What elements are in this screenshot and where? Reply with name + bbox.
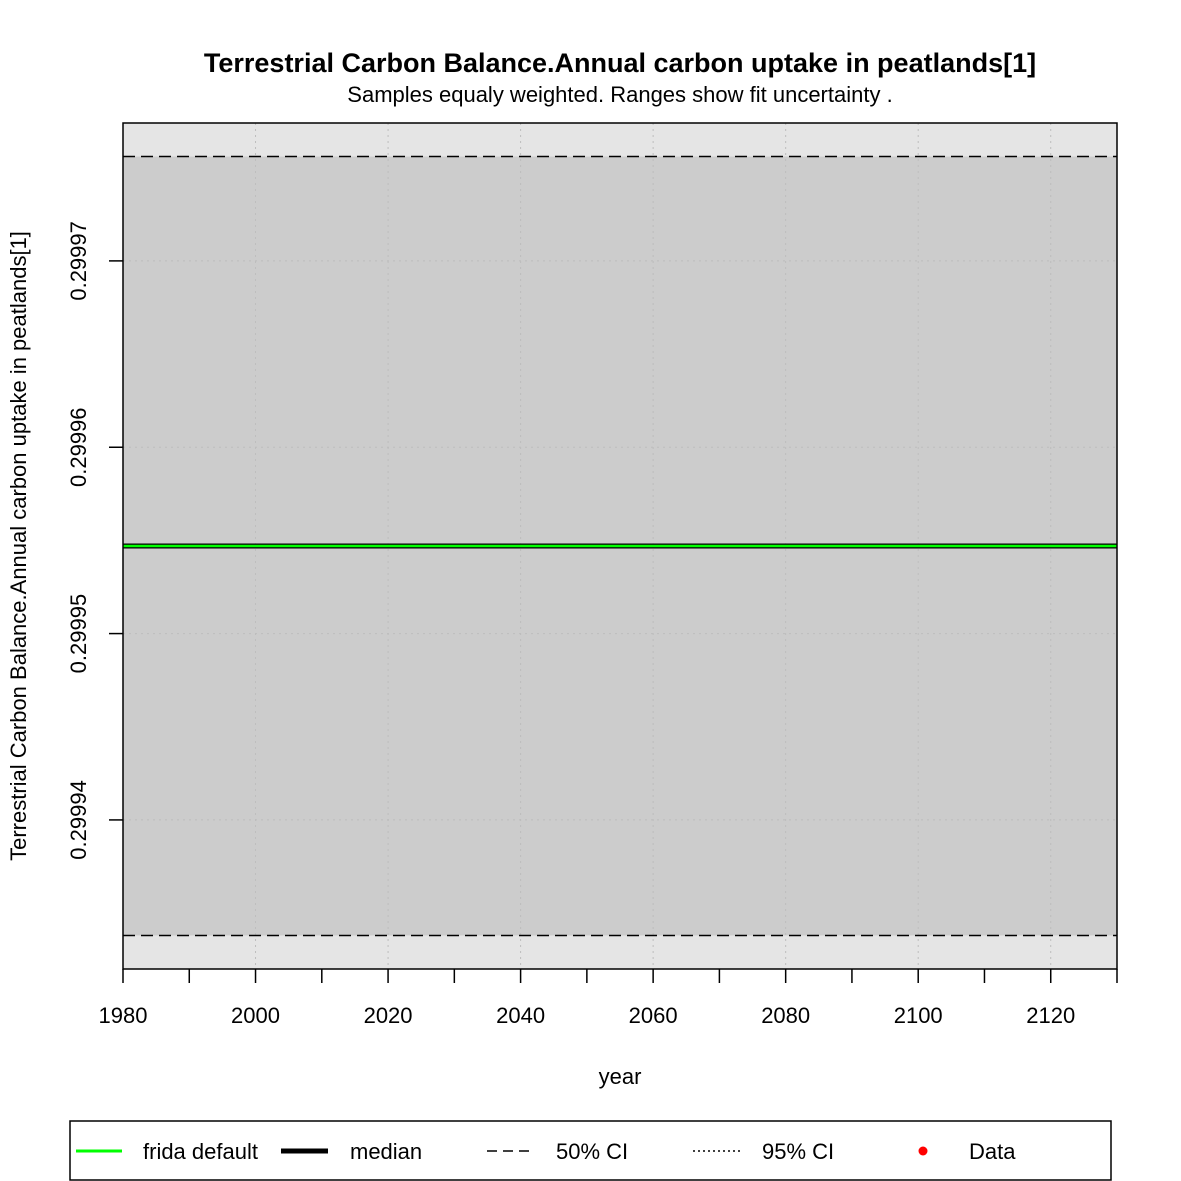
x-tick-label: 2080 [761,1003,810,1028]
legend-label-median: median [350,1139,422,1164]
legend: frida default median 50% CI 95% CI Data [69,1120,1112,1181]
x-tick-label: 2020 [364,1003,413,1028]
x-tick-label: 1980 [99,1003,148,1028]
y-tick-label: 0.29995 [66,594,91,674]
chart-title: Terrestrial Carbon Balance.Annual carbon… [204,48,1036,78]
x-tick-label: 2120 [1026,1003,1075,1028]
legend-box [69,1120,1112,1181]
legend-label-frida-default: frida default [143,1139,258,1164]
x-tick-label: 2100 [894,1003,943,1028]
legend-label-50-ci: 50% CI [556,1139,628,1164]
legend-label-data: Data [969,1139,1016,1164]
legend-swatch-data [918,1146,928,1156]
y-tick-label: 0.29997 [66,221,91,301]
legend-label-95-ci: 95% CI [762,1139,834,1164]
x-tick-label: 2060 [629,1003,678,1028]
y-axis-label: Terrestrial Carbon Balance.Annual carbon… [6,231,31,861]
y-tick-label: 0.29994 [66,780,91,860]
y-tick-label: 0.29996 [66,407,91,487]
x-tick-label: 2040 [496,1003,545,1028]
x-tick-label: 2000 [231,1003,280,1028]
plot-frame [122,122,1118,970]
x-axis-label: year [599,1064,642,1089]
plot-area: 1980 2000 2020 2040 2060 2080 2100 2120 0.29994 0… [66,122,1118,1028]
chart-subtitle: Samples equaly weighted. Ranges show fit… [347,82,892,107]
